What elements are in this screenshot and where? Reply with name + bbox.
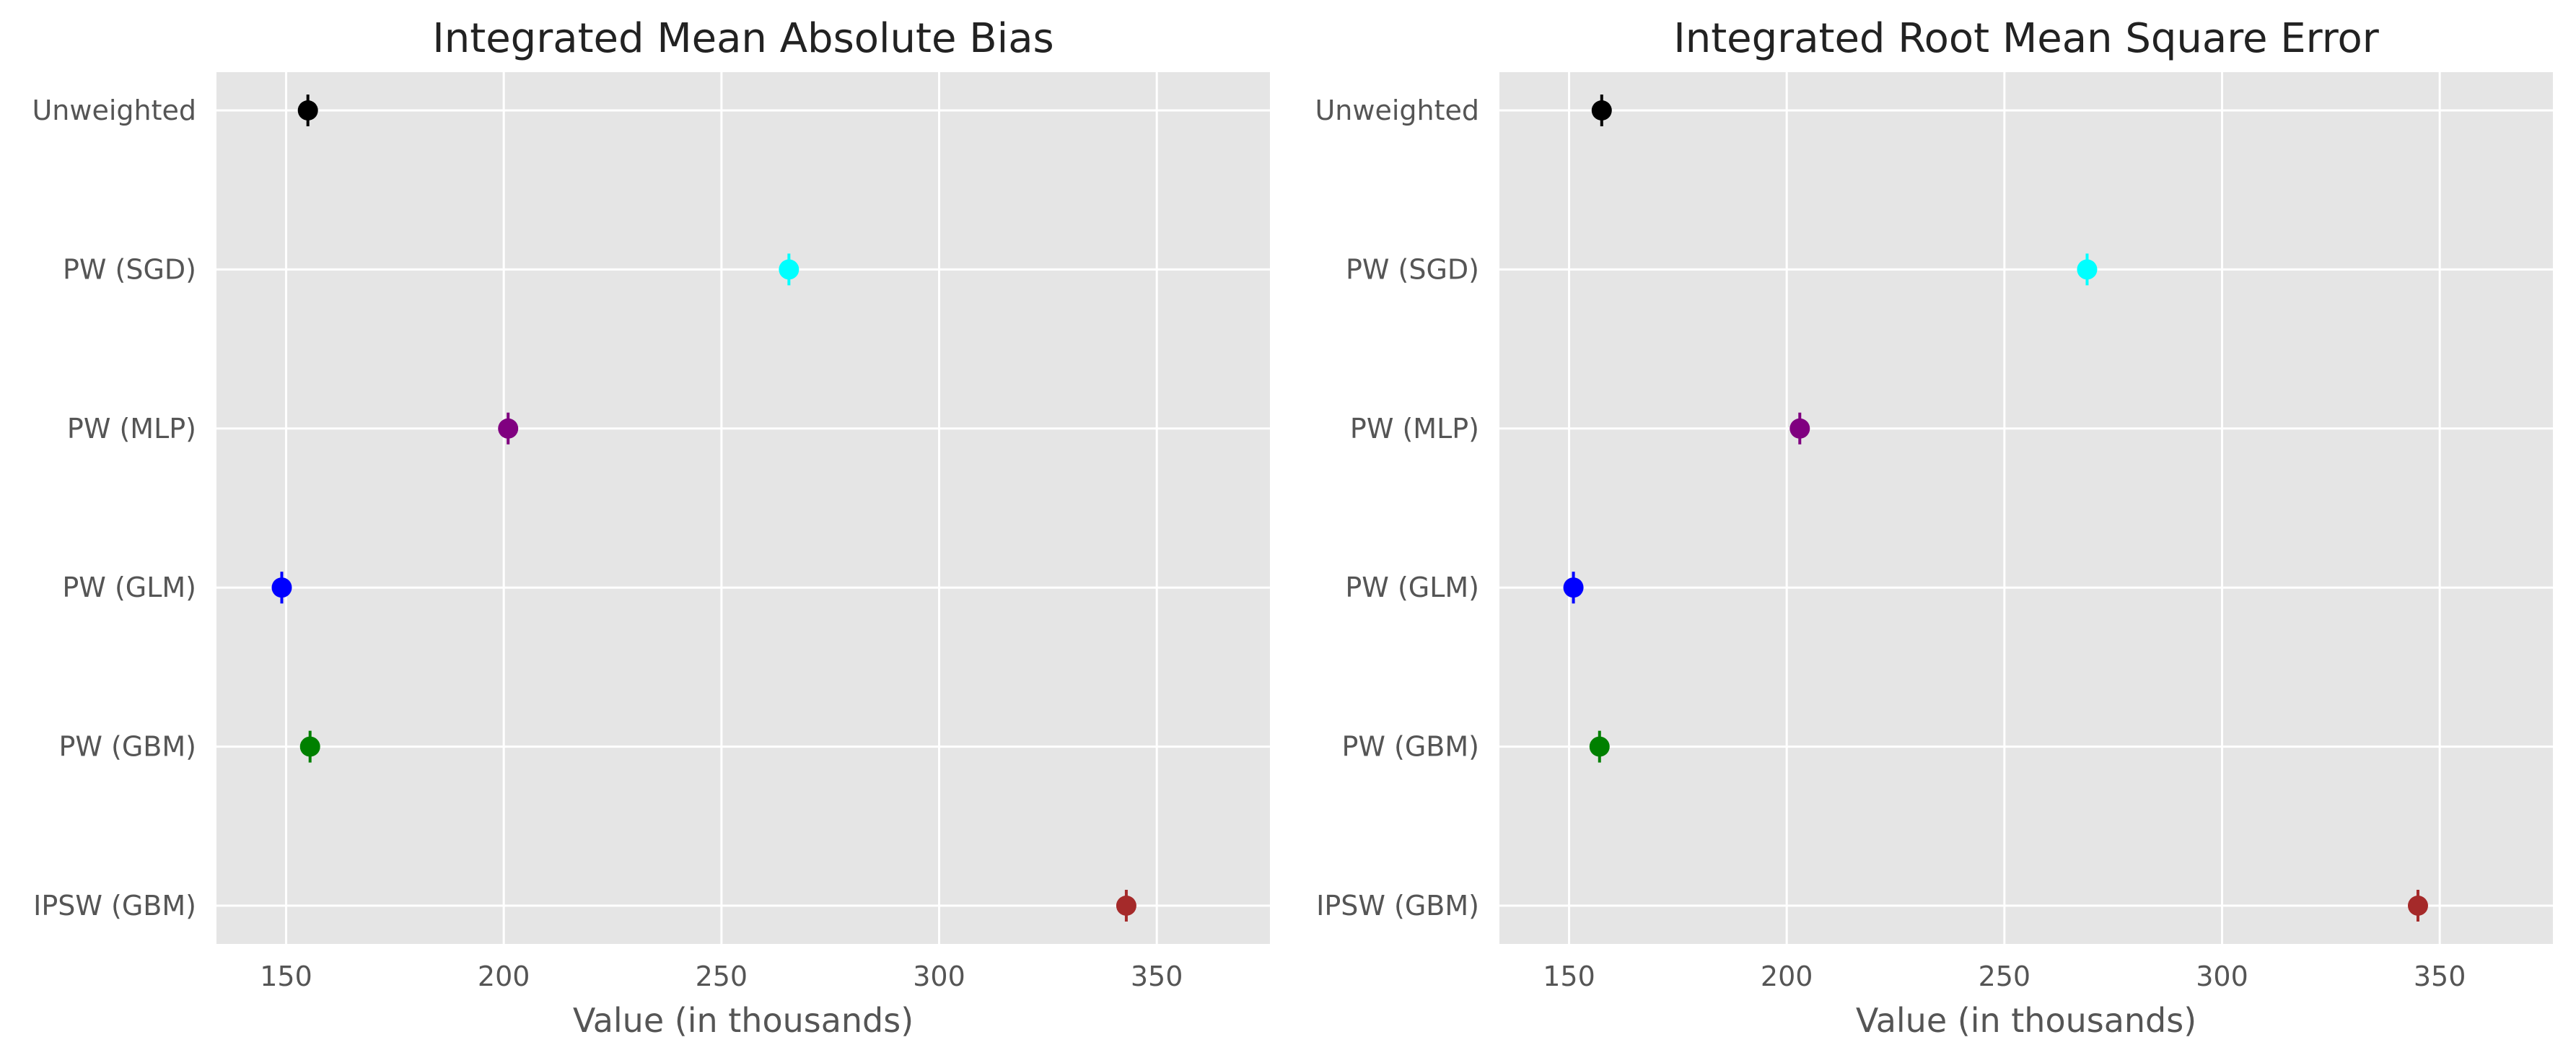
x-tick-label: 200: [1761, 961, 1813, 992]
y-tick-label: PW (MLP): [67, 413, 196, 445]
point-marker: [297, 100, 318, 121]
x-tick-label: 300: [913, 961, 965, 992]
axis-tick-labels: 150 200 250 300 350 Unweighted PW (SGD) PW (MLP…: [32, 95, 1183, 992]
point-marker: [779, 259, 799, 280]
x-tick-label: 300: [2196, 961, 2248, 992]
point-marker: [2407, 896, 2428, 916]
point-marker: [1591, 100, 1612, 121]
y-tick-label: PW (GLM): [1345, 572, 1479, 603]
x-axis-label: Value (in thousands): [1856, 1001, 2196, 1040]
plot-area: [216, 72, 1270, 944]
root-mean-square-error-panel: 150 200 250 300 350 Unweighted PW (SGD) PW (MLP…: [1315, 15, 2553, 1040]
data-points: [271, 95, 1136, 922]
point-marker: [498, 418, 519, 439]
data-point: [271, 572, 292, 604]
axis-tick-labels: 150 200 250 300 350 Unweighted PW (SGD) PW (MLP…: [1315, 95, 2466, 992]
plot-area: [1499, 72, 2553, 944]
y-tick-label: PW (GBM): [1341, 731, 1479, 763]
x-tick-label: 350: [1131, 961, 1183, 992]
y-tick-label: Unweighted: [1315, 95, 1479, 126]
x-axis-label: Value (in thousands): [573, 1001, 914, 1040]
mean-absolute-bias-panel: 150 200 250 300 350 Unweighted PW (SGD) PW (MLP…: [32, 15, 1270, 1040]
point-marker: [299, 736, 320, 757]
y-tick-label: IPSW (GBM): [33, 890, 196, 922]
data-point: [498, 412, 519, 445]
x-tick-label: 250: [696, 961, 748, 992]
x-tick-label: 150: [1543, 961, 1595, 992]
chart-title: Integrated Mean Absolute Bias: [432, 15, 1053, 62]
y-tick-label: PW (MLP): [1350, 413, 1479, 445]
point-marker: [1789, 418, 1810, 439]
point-marker: [2077, 259, 2098, 280]
data-points: [1563, 95, 2428, 922]
y-tick-label: PW (SGD): [63, 253, 196, 285]
grid: [216, 72, 1270, 944]
chart-title: Integrated Root Mean Square Error: [1673, 15, 2380, 62]
x-tick-label: 150: [260, 961, 312, 992]
y-tick-label: PW (SGD): [1346, 253, 1479, 285]
x-tick-label: 250: [1979, 961, 2031, 992]
data-point: [1789, 412, 1810, 445]
x-tick-label: 200: [478, 961, 530, 992]
data-point: [2077, 253, 2098, 286]
point-marker: [1563, 577, 1584, 598]
y-tick-label: PW (GBM): [58, 731, 196, 763]
y-tick-label: PW (GLM): [62, 572, 196, 603]
data-point: [299, 730, 320, 763]
data-point: [1563, 572, 1584, 604]
y-tick-label: Unweighted: [32, 95, 196, 126]
data-point: [1591, 95, 1612, 126]
data-point: [1589, 730, 1610, 763]
data-point: [297, 95, 318, 126]
data-point: [779, 253, 799, 286]
point-marker: [271, 577, 292, 598]
point-marker: [1116, 896, 1136, 916]
grid: [1499, 72, 2553, 944]
data-point: [1116, 890, 1136, 922]
data-point: [2407, 890, 2428, 922]
x-tick-label: 350: [2414, 961, 2466, 992]
y-tick-label: IPSW (GBM): [1316, 890, 1479, 922]
point-marker: [1589, 736, 1610, 757]
